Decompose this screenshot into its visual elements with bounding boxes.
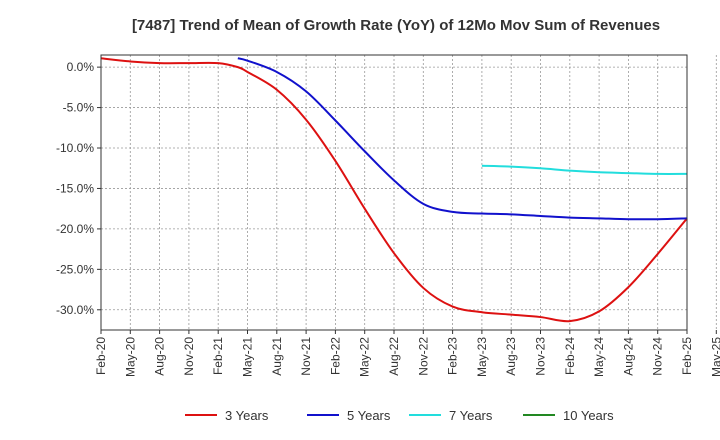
- x-tick-label: May-25: [709, 337, 720, 377]
- series-line-3-years: [100, 57, 688, 323]
- y-axis: 0.0% -5.0% -10.0% -15.0% -20.0% -25.0% -30.0%: [56, 60, 101, 317]
- series-line-5-years: [237, 57, 688, 221]
- x-tick-label: Nov-22: [416, 337, 430, 376]
- y-tick-label: -5.0%: [63, 101, 95, 115]
- x-tick-label: Feb-25: [680, 337, 694, 375]
- x-axis: Feb-20 May-20 Aug-20 Nov-20 Feb-21 May-21 Aug-…: [94, 330, 720, 377]
- y-tick-label: 0.0%: [67, 60, 95, 74]
- x-tick-label: Feb-23: [446, 337, 460, 375]
- x-tick-label: Feb-24: [563, 337, 577, 375]
- x-tick-label: May-20: [123, 337, 137, 377]
- x-tick-label: May-22: [358, 337, 372, 377]
- x-tick-label: May-24: [592, 337, 606, 377]
- x-tick-label: Nov-24: [651, 337, 665, 376]
- x-tick-label: May-23: [475, 337, 489, 377]
- x-tick-label: Nov-21: [299, 337, 313, 376]
- legend: 3 Years 5 Years 7 Years 10 Years: [185, 408, 614, 423]
- legend-label-10-years: 10 Years: [563, 408, 614, 423]
- x-tick-label: Aug-20: [153, 337, 167, 376]
- x-tick-label: Feb-21: [211, 337, 225, 375]
- x-tick-label: Feb-22: [328, 337, 342, 375]
- x-tick-label: Aug-22: [387, 337, 401, 376]
- x-tick-label: May-21: [241, 337, 255, 377]
- x-tick-label: Aug-23: [504, 337, 518, 376]
- y-tick-label: -20.0%: [56, 222, 94, 236]
- legend-label-3-years: 3 Years: [225, 408, 269, 423]
- series-layer: [100, 57, 688, 323]
- x-tick-label: Nov-23: [534, 337, 548, 376]
- y-tick-label: -25.0%: [56, 262, 94, 276]
- y-tick-label: -15.0%: [56, 181, 94, 195]
- x-tick-label: Nov-20: [182, 337, 196, 376]
- x-tick-label: Aug-21: [270, 337, 284, 376]
- grid: [100, 55, 717, 330]
- x-tick-label: Aug-24: [621, 337, 635, 376]
- series-line-7-years: [481, 164, 688, 175]
- x-tick-label: Feb-20: [94, 337, 108, 375]
- legend-label-5-years: 5 Years: [347, 408, 391, 423]
- legend-label-7-years: 7 Years: [449, 408, 493, 423]
- y-tick-label: -30.0%: [56, 303, 94, 317]
- chart-title: [7487] Trend of Mean of Growth Rate (YoY…: [132, 17, 660, 34]
- y-tick-label: -10.0%: [56, 141, 94, 155]
